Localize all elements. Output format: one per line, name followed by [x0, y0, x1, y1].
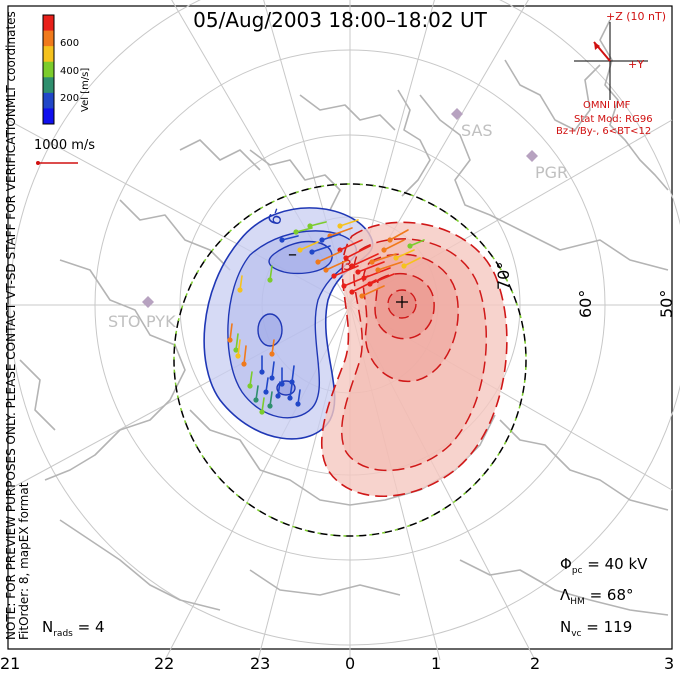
hm-boundary	[173, 183, 527, 537]
colorbar-segment	[43, 61, 54, 78]
colorbar-segment	[43, 46, 54, 63]
vector-count: Nvc = 119	[560, 618, 633, 639]
imf-z-label: +Z (10 nT)	[606, 10, 667, 23]
cross-polar-potential-value: 40 kV	[604, 555, 648, 573]
imf-dial	[574, 22, 648, 100]
cross-polar-potential: Φpc = 40 kV	[560, 555, 648, 576]
station-label-pgr: PGR	[535, 163, 569, 182]
stat-model-label: Stat Mod: RG96	[574, 114, 653, 125]
latitude-label-70: 70°	[494, 261, 513, 290]
mlt-label-1: 1	[431, 654, 442, 673]
station-markers	[142, 108, 538, 308]
coastlines	[19, 19, 669, 616]
contour-label-3: 3	[343, 258, 352, 274]
latitude-label-50: 50°	[657, 289, 676, 318]
imf-condition-label: Bz+/By-, 6<BT<12	[556, 126, 652, 137]
velocity-colorbar	[43, 15, 54, 125]
colorbar-tick-200: 200	[60, 93, 80, 104]
hm-boundary-latitude-value: 68°	[606, 586, 634, 604]
radar-count-value: 4	[94, 618, 105, 636]
imf-source-label: OMNI IMF	[583, 100, 631, 111]
colorbar-segment	[43, 77, 54, 94]
colorbar-segment	[43, 108, 54, 125]
colorbar-label: Vel [m/s]	[80, 67, 91, 112]
scale-vector-dot	[36, 161, 40, 165]
preview-note: NOTE: FOR PREVIEW PURPOSES ONLY. PLEASE …	[4, 104, 18, 640]
colorbar-tick-600: 600	[60, 38, 80, 49]
station-marker-sto	[142, 296, 154, 308]
colorbar-segment	[43, 30, 54, 47]
vector-count-value: 119	[603, 618, 633, 636]
hm-boundary-latitude: ΛHM = 68°	[560, 586, 634, 607]
scale-vector-label: 1000 m/s	[34, 138, 96, 153]
fit-order-note: FitOrder: 8, mapEX format	[17, 482, 31, 640]
mlt-label-23: 23	[250, 654, 271, 673]
potential-min-symbol: –	[288, 244, 297, 265]
mlt-label-22: 22	[154, 654, 175, 673]
mlt-label-0: 0	[345, 654, 356, 673]
plot-frame	[7, 5, 673, 650]
mlt-label-21: 21	[0, 654, 21, 673]
dawn-convection-cell	[320, 221, 508, 497]
station-label-sto: STO	[108, 312, 141, 331]
colorbar-segment	[43, 15, 54, 32]
colorbar-frame	[42, 14, 55, 125]
mlt-label-2: 2	[530, 654, 541, 673]
colorbar-tick-400: 400	[60, 66, 80, 77]
latitude-label-60: 60°	[576, 289, 595, 318]
coordinate-system-label: MLT coordinates	[4, 11, 18, 108]
potential-max-symbol: +	[391, 286, 406, 307]
imf-y-label: +Y	[628, 58, 644, 71]
mlt-label-3: 3	[664, 654, 675, 673]
station-marker-pgr	[526, 150, 538, 162]
station-label-pyk: PYK	[146, 312, 176, 331]
radar-count: Nrads = 4	[42, 618, 105, 639]
station-marker-sas	[451, 108, 463, 120]
station-label-sas: SAS	[461, 121, 493, 140]
velocity-vectors	[227, 219, 425, 415]
plot-title: 05/Aug/2003 18:00–18:02 UT	[193, 8, 487, 32]
colorbar-segment	[43, 92, 54, 109]
